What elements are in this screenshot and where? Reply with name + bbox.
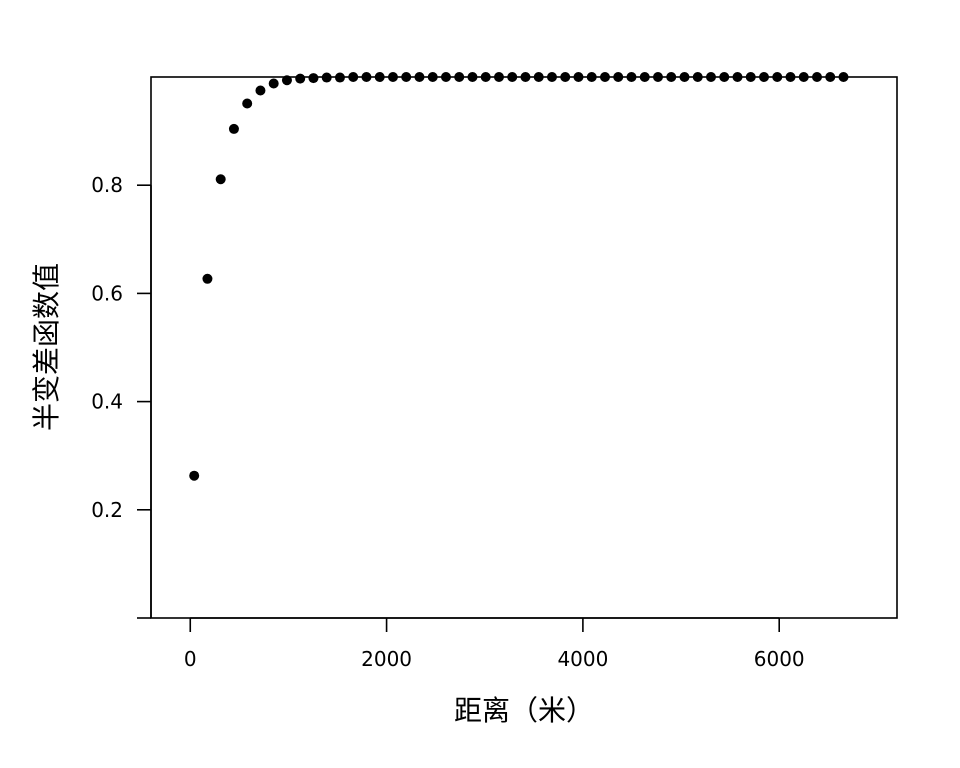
data-point [480, 72, 491, 82]
data-point [825, 72, 836, 82]
data-point [758, 72, 769, 82]
data-point [639, 72, 650, 82]
data-point [613, 72, 624, 82]
data-point [798, 72, 809, 82]
data-point [268, 78, 279, 89]
data-point [745, 72, 756, 82]
x-axis: 0 2000 4000 6000 [184, 617, 805, 671]
x-axis-title: 距离（米） [454, 694, 594, 727]
data-points [189, 72, 849, 481]
data-point [414, 72, 425, 82]
data-point [321, 72, 332, 83]
data-point [255, 85, 266, 96]
data-point [719, 72, 730, 82]
data-point [401, 72, 412, 82]
data-point [573, 72, 584, 82]
data-point [520, 72, 531, 82]
data-point [586, 72, 597, 82]
data-point [308, 73, 319, 84]
data-point [467, 72, 478, 82]
data-point [666, 72, 677, 82]
data-point [560, 72, 571, 82]
data-point [507, 72, 518, 82]
data-point [348, 72, 359, 82]
data-point [772, 72, 783, 82]
plot-box [150, 76, 898, 619]
data-point [361, 72, 372, 82]
x-tick-label: 6000 [754, 647, 805, 671]
data-point [427, 72, 438, 82]
data-point [215, 174, 226, 185]
x-tick-label: 4000 [557, 647, 608, 671]
data-point [454, 72, 465, 82]
data-point [189, 470, 200, 481]
data-point [785, 72, 796, 82]
data-point [533, 72, 544, 82]
data-point [838, 72, 849, 82]
data-point [295, 73, 306, 84]
data-point [374, 72, 385, 82]
y-tick-label: 0.4 [91, 390, 123, 414]
data-point [652, 72, 663, 82]
y-axis: 0.2 0.4 0.6 0.8 [91, 173, 152, 619]
data-point [440, 72, 451, 82]
data-point [242, 98, 253, 109]
y-axis-title: 半变差函数值 [30, 263, 63, 431]
data-point [546, 72, 557, 82]
data-point [812, 72, 823, 82]
data-point [705, 72, 716, 82]
data-point [493, 72, 504, 82]
data-point [732, 72, 743, 82]
data-point [679, 72, 690, 82]
data-point [387, 72, 398, 82]
data-point [599, 72, 610, 82]
data-point [281, 75, 292, 86]
data-point [692, 72, 703, 82]
data-point [202, 273, 213, 284]
data-point [228, 123, 239, 134]
data-point [626, 72, 637, 82]
x-tick-label: 2000 [361, 647, 412, 671]
x-tick-label: 0 [184, 647, 197, 671]
data-point [334, 72, 345, 83]
y-tick-label: 0.2 [91, 498, 123, 522]
y-tick-label: 0.6 [91, 281, 123, 305]
y-tick-label: 0.8 [91, 173, 123, 197]
